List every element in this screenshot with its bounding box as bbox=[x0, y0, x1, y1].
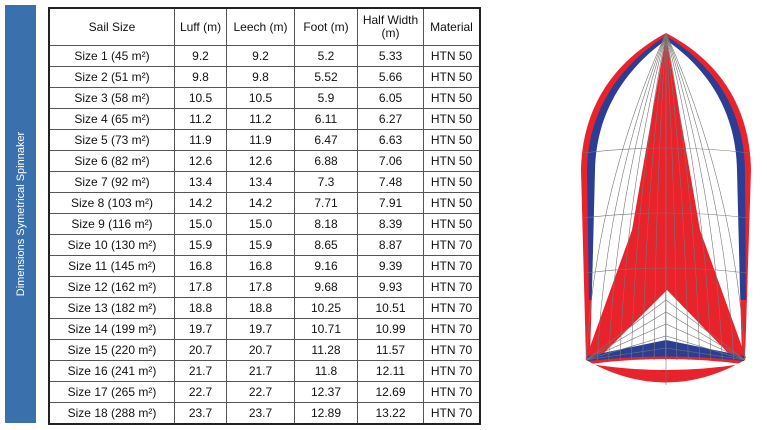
table-row: Size 16 (241 m²) 21.7 21.7 11.8 12.11 HTN 70 bbox=[48, 360, 481, 382]
sail-seam-line bbox=[665, 32, 723, 361]
column-header: Leech (m) bbox=[226, 7, 295, 46]
table-row: Size 7 (92 m²) 13.4 13.4 7.3 7.48 HTN 50 bbox=[48, 171, 481, 193]
table-cell: 10.99 bbox=[357, 318, 424, 340]
table-cell: 8.39 bbox=[357, 213, 424, 235]
table-cell: HTN 70 bbox=[423, 297, 481, 319]
table-cell: 23.7 bbox=[174, 402, 227, 425]
sail-seam-line bbox=[631, 32, 667, 361]
table-cell: 12.37 bbox=[294, 381, 358, 403]
table-cell: Size 6 (82 m²) bbox=[48, 150, 175, 172]
sail-seam-line bbox=[665, 32, 734, 361]
table-cell: 15.0 bbox=[174, 213, 227, 235]
table-cell: HTN 50 bbox=[423, 129, 481, 151]
table-cell: HTN 70 bbox=[423, 402, 481, 425]
table-cell: Size 2 (51 m²) bbox=[48, 66, 175, 88]
sail-seam-line bbox=[665, 32, 712, 361]
table-cell: HTN 70 bbox=[423, 381, 481, 403]
table-cell: 11.9 bbox=[226, 129, 295, 151]
table-cell: Size 9 (116 m²) bbox=[48, 213, 175, 235]
table-cell: 6.27 bbox=[357, 108, 424, 130]
table-cell: Size 18 (288 m²) bbox=[48, 402, 175, 425]
table-row: Size 17 (265 m²) 22.7 22.7 12.37 12.69 HTN 70 bbox=[48, 381, 481, 403]
table-cell: 12.11 bbox=[357, 360, 424, 382]
table-cell: 9.16 bbox=[294, 255, 358, 277]
table-cell: 17.8 bbox=[226, 276, 295, 298]
table-cell: 9.8 bbox=[226, 66, 295, 88]
table-cell: 11.28 bbox=[294, 339, 358, 361]
table-cell: Size 1 (45 m²) bbox=[48, 45, 175, 67]
table-cell: 7.71 bbox=[294, 192, 358, 214]
sail-seam-line bbox=[619, 32, 667, 361]
table-cell: HTN 70 bbox=[423, 276, 481, 298]
table-cell: HTN 70 bbox=[423, 318, 481, 340]
table-cell: HTN 70 bbox=[423, 339, 481, 361]
column-header: Material bbox=[423, 7, 481, 46]
table-cell: Size 14 (199 m²) bbox=[48, 318, 175, 340]
table-cell: 22.7 bbox=[174, 381, 227, 403]
table-row: Size 8 (103 m²) 14.2 14.2 7.71 7.91 HTN 50 bbox=[48, 192, 481, 214]
table-cell: HTN 70 bbox=[423, 360, 481, 382]
table-cell: 12.89 bbox=[294, 402, 358, 425]
table-cell: 5.33 bbox=[357, 45, 424, 67]
sail-seam-line bbox=[665, 32, 678, 361]
table-cell: Size 12 (162 m²) bbox=[48, 276, 175, 298]
table-row: Size 18 (288 m²) 23.7 23.7 12.89 13.22 HTN 70 bbox=[48, 402, 481, 425]
table-row: Size 15 (220 m²) 20.7 20.7 11.28 11.57 HTN 70 bbox=[48, 339, 481, 361]
table-cell: 9.39 bbox=[357, 255, 424, 277]
table-cell: Size 15 (220 m²) bbox=[48, 339, 175, 361]
table-row: Size 5 (73 m²) 11.9 11.9 6.47 6.63 HTN 50 bbox=[48, 129, 481, 151]
sail-seam-line bbox=[665, 32, 689, 361]
sail-seam-line bbox=[608, 32, 667, 361]
dimensions-table: Sail Size Luff (m) Leech (m) Foot (m) Half W… bbox=[48, 7, 481, 425]
table-cell: HTN 50 bbox=[423, 45, 481, 67]
table-cell: Size 16 (241 m²) bbox=[48, 360, 175, 382]
table-cell: Size 7 (92 m²) bbox=[48, 171, 175, 193]
table-cell: 10.51 bbox=[357, 297, 424, 319]
table-cell: HTN 50 bbox=[423, 213, 481, 235]
table-cell: 7.91 bbox=[357, 192, 424, 214]
table-row: Size 14 (199 m²) 19.7 19.7 10.71 10.99 HTN 70 bbox=[48, 318, 481, 340]
table-cell: 16.8 bbox=[174, 255, 227, 277]
table-row: Size 11 (145 m²) 16.8 16.8 9.16 9.39 HTN 70 bbox=[48, 255, 481, 277]
table-cell: HTN 50 bbox=[423, 87, 481, 109]
table-row: Size 3 (58 m²) 10.5 10.5 5.9 6.05 HTN 50 bbox=[48, 87, 481, 109]
table-cell: HTN 50 bbox=[423, 108, 481, 130]
table-cell: 15.0 bbox=[226, 213, 295, 235]
table-row: Size 13 (182 m²) 18.8 18.8 10.25 10.51 HTN 70 bbox=[48, 297, 481, 319]
sail-seam-line bbox=[585, 32, 667, 361]
table-cell: 19.7 bbox=[174, 318, 227, 340]
table-cell: 13.22 bbox=[357, 402, 424, 425]
table-row: Size 1 (45 m²) 9.2 9.2 5.2 5.33 HTN 50 bbox=[48, 45, 481, 67]
table-cell: 12.69 bbox=[357, 381, 424, 403]
table-cell: 19.7 bbox=[226, 318, 295, 340]
table-cell: 17.8 bbox=[174, 276, 227, 298]
table-row: Size 2 (51 m²) 9.8 9.8 5.52 5.66 HTN 50 bbox=[48, 66, 481, 88]
table-cell: 23.7 bbox=[226, 402, 295, 425]
sail-seam-line bbox=[653, 32, 667, 361]
sail-seam-line bbox=[665, 32, 746, 361]
table-cell: HTN 50 bbox=[423, 66, 481, 88]
column-header: Half Width (m) bbox=[357, 7, 424, 46]
table-cell: 5.66 bbox=[357, 66, 424, 88]
table-cell: 5.2 bbox=[294, 45, 358, 67]
table-cell: Size 3 (58 m²) bbox=[48, 87, 175, 109]
table-cell: 9.68 bbox=[294, 276, 358, 298]
table-cell: 11.9 bbox=[174, 129, 227, 151]
table-cell: 9.8 bbox=[174, 66, 227, 88]
sail-seam-line bbox=[665, 32, 700, 361]
sail-seam-line bbox=[642, 32, 667, 361]
sail-seam-line bbox=[597, 32, 667, 361]
table-cell: 10.71 bbox=[294, 318, 358, 340]
table-cell: 11.2 bbox=[226, 108, 295, 130]
table-cell: Size 17 (265 m²) bbox=[48, 381, 175, 403]
table-cell: 21.7 bbox=[174, 360, 227, 382]
table-cell: Size 8 (103 m²) bbox=[48, 192, 175, 214]
table-cell: 8.65 bbox=[294, 234, 358, 256]
sidebar-title-bar: Dimensions Symetrical Spinnaker bbox=[5, 5, 36, 423]
